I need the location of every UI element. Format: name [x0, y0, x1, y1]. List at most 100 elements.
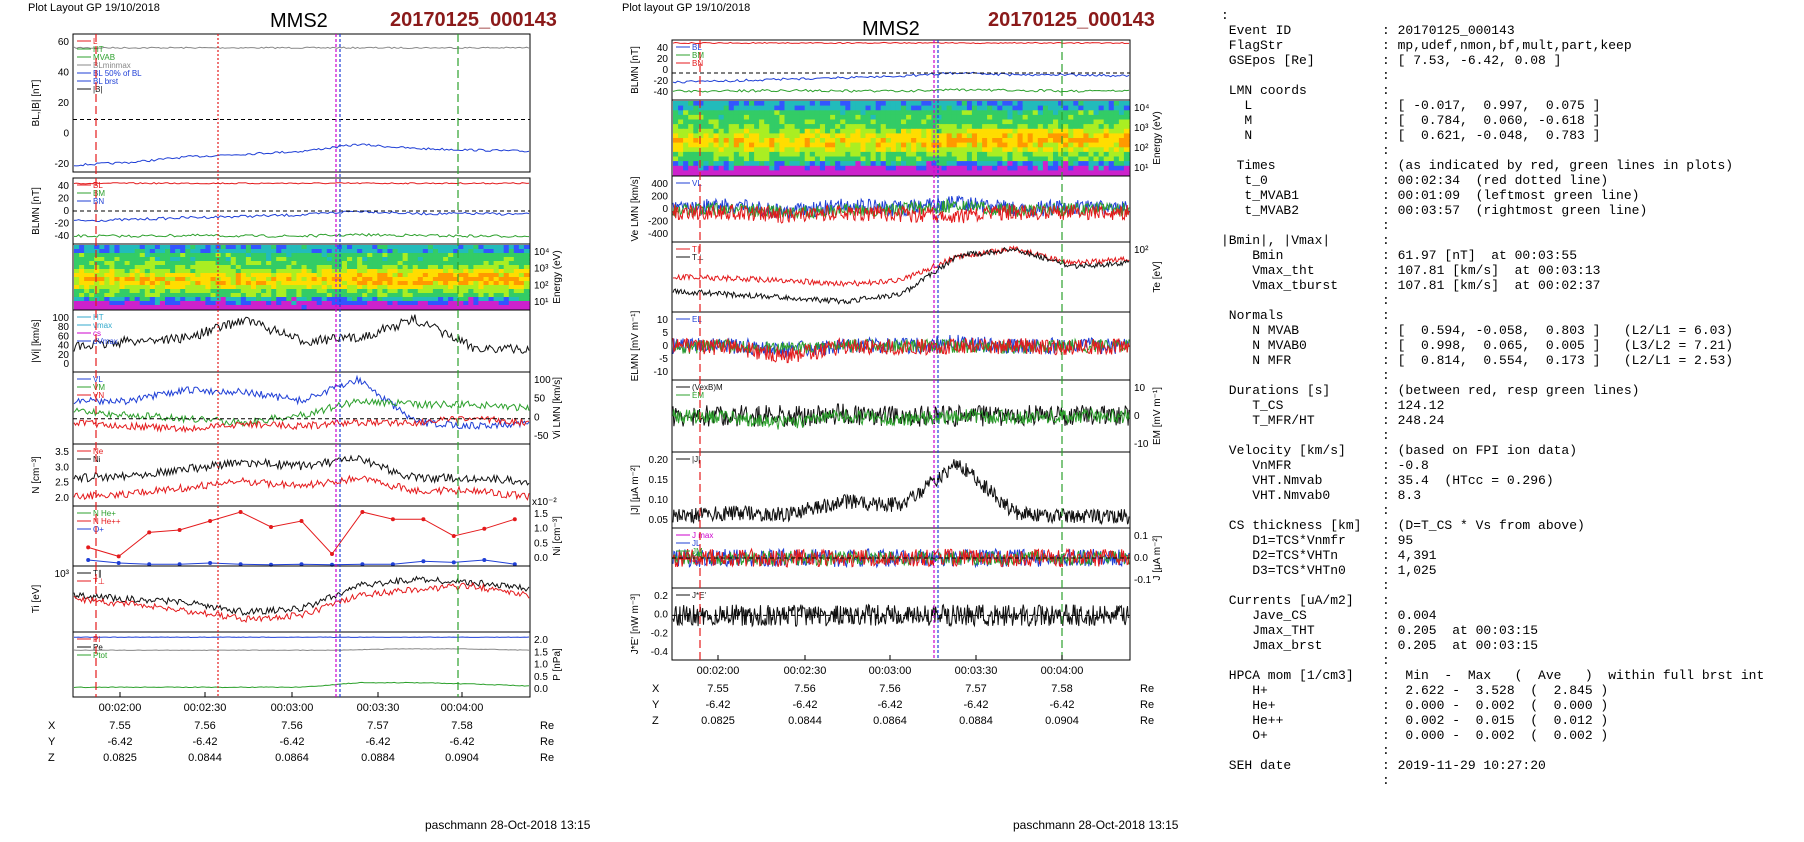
spectrogram-cell — [754, 124, 760, 130]
spectrogram-cell — [982, 119, 988, 125]
spectrogram-cell — [220, 289, 227, 294]
spectrogram-cell — [266, 285, 272, 290]
spectrogram-cell — [427, 257, 434, 262]
spectrogram-cell — [94, 289, 100, 294]
spectrogram-cell — [1037, 105, 1044, 111]
summary-value: : 95 — [1382, 533, 1414, 548]
y-tick-label-right: 0 — [1134, 411, 1140, 422]
spectrogram-cell — [109, 273, 116, 278]
spectrogram-cell — [693, 170, 699, 176]
spectrogram-cell — [301, 249, 308, 254]
spectrogram-cell — [382, 273, 389, 278]
spectrogram-cell — [738, 151, 745, 158]
t-perp-line — [672, 246, 1130, 305]
spectrogram-cell — [114, 253, 121, 258]
spectrogram-cell — [392, 305, 399, 310]
spectrogram-cell — [890, 133, 897, 139]
spectrogram-cell — [94, 305, 100, 310]
spectrogram-cell — [149, 249, 156, 254]
spectrogram-cell — [1088, 110, 1095, 116]
spectrogram-cell — [341, 253, 348, 258]
spectrogram-cell — [84, 281, 90, 286]
spectrogram-cell — [921, 156, 927, 162]
position-value: 0.0864 — [873, 715, 907, 727]
spectrogram-cell — [230, 257, 237, 262]
spectrogram-cell — [74, 253, 80, 258]
spectrogram-cell — [779, 138, 786, 144]
spectrogram-cell — [195, 277, 201, 282]
spectrogram-cell — [961, 170, 968, 176]
spectrogram-cell — [144, 269, 151, 274]
spectrogram-cell — [875, 151, 882, 158]
spectrogram-cell — [784, 119, 791, 125]
spectrogram-cell — [951, 110, 958, 116]
spectrogram-cell — [448, 245, 454, 250]
spectrogram-cell — [784, 114, 791, 121]
spectrogram-cell — [982, 124, 988, 130]
o-plus-point — [238, 562, 243, 567]
spectrogram-cell — [764, 119, 770, 125]
spectrogram-cell — [276, 305, 282, 310]
spectrogram-cell — [1083, 110, 1090, 116]
spectrogram-cell — [1083, 142, 1090, 148]
spectrogram-cell — [733, 114, 740, 121]
spectrogram-cell — [835, 114, 841, 121]
spectrogram-cell — [784, 128, 791, 134]
spectrogram-cell — [1098, 165, 1105, 171]
spectrogram-cell — [738, 124, 745, 130]
spectrogram-cell — [880, 105, 887, 111]
spectrogram-cell — [911, 133, 917, 139]
spectrogram-cell — [427, 269, 434, 274]
spectrogram-cell — [678, 156, 684, 162]
spectrogram-cell — [673, 128, 679, 134]
spectrogram-cell — [347, 293, 353, 298]
spectrogram-cell — [875, 114, 882, 121]
spectrogram-cell — [230, 281, 237, 286]
spectrogram-cell — [1007, 170, 1014, 176]
spectrogram-cell — [1063, 105, 1069, 111]
summary-value: : 107.81 [km/s] at 00:03:13 — [1382, 263, 1601, 278]
spectrogram-cell — [154, 285, 161, 290]
spectrogram-cell — [503, 293, 510, 298]
spectrogram-cell — [708, 170, 715, 176]
spectrogram-cell — [266, 253, 272, 258]
spectrogram-cell — [1078, 165, 1084, 171]
summary-value: : 0.205 at 00:03:15 — [1382, 623, 1539, 638]
legend-entry: N He+ — [93, 509, 116, 518]
spectrogram-cell — [885, 133, 892, 139]
spectrogram-cell — [367, 253, 373, 258]
left-plot-header: Plot Layout GP 19/10/2018 — [28, 2, 160, 14]
spectrogram-cell — [966, 156, 973, 162]
spectrogram-cell — [1118, 101, 1125, 107]
spectrogram-cell — [804, 114, 811, 121]
spectrogram-cell — [936, 147, 943, 153]
spectrogram-cell — [463, 265, 469, 270]
spectrogram-cell — [124, 249, 131, 254]
spectrogram-cell — [453, 305, 459, 310]
spectrogram-cell — [281, 253, 287, 258]
spectrogram-cell — [1093, 151, 1100, 158]
spectrogram-cell — [210, 301, 217, 306]
spectrogram-cell — [1108, 165, 1115, 171]
panel-frame — [671, 241, 1131, 313]
spectrogram-cell — [165, 273, 171, 278]
spectrogram-cell — [347, 265, 353, 270]
spectrogram-cell — [498, 273, 505, 278]
spectrogram-cell — [104, 297, 110, 302]
spectrogram-cell — [906, 147, 912, 153]
spectrogram-cell — [941, 147, 948, 153]
spectrogram-cell — [463, 269, 469, 274]
spectrogram-cell — [738, 133, 745, 139]
spectrogram-cell — [347, 277, 353, 282]
spectrogram-cell — [1037, 151, 1044, 158]
spectrogram-cell — [119, 293, 126, 298]
spectrogram-cell — [931, 161, 938, 167]
spectrogram-cell — [819, 124, 826, 130]
position-row-label: Y — [48, 736, 56, 748]
spectrogram-cell — [99, 245, 105, 250]
o-plus-point — [512, 562, 517, 567]
spectrogram-cell — [1027, 156, 1034, 162]
spectrogram-cell — [291, 281, 298, 286]
spectrogram-cell — [1022, 161, 1029, 167]
spectrogram-cell — [1093, 170, 1100, 176]
